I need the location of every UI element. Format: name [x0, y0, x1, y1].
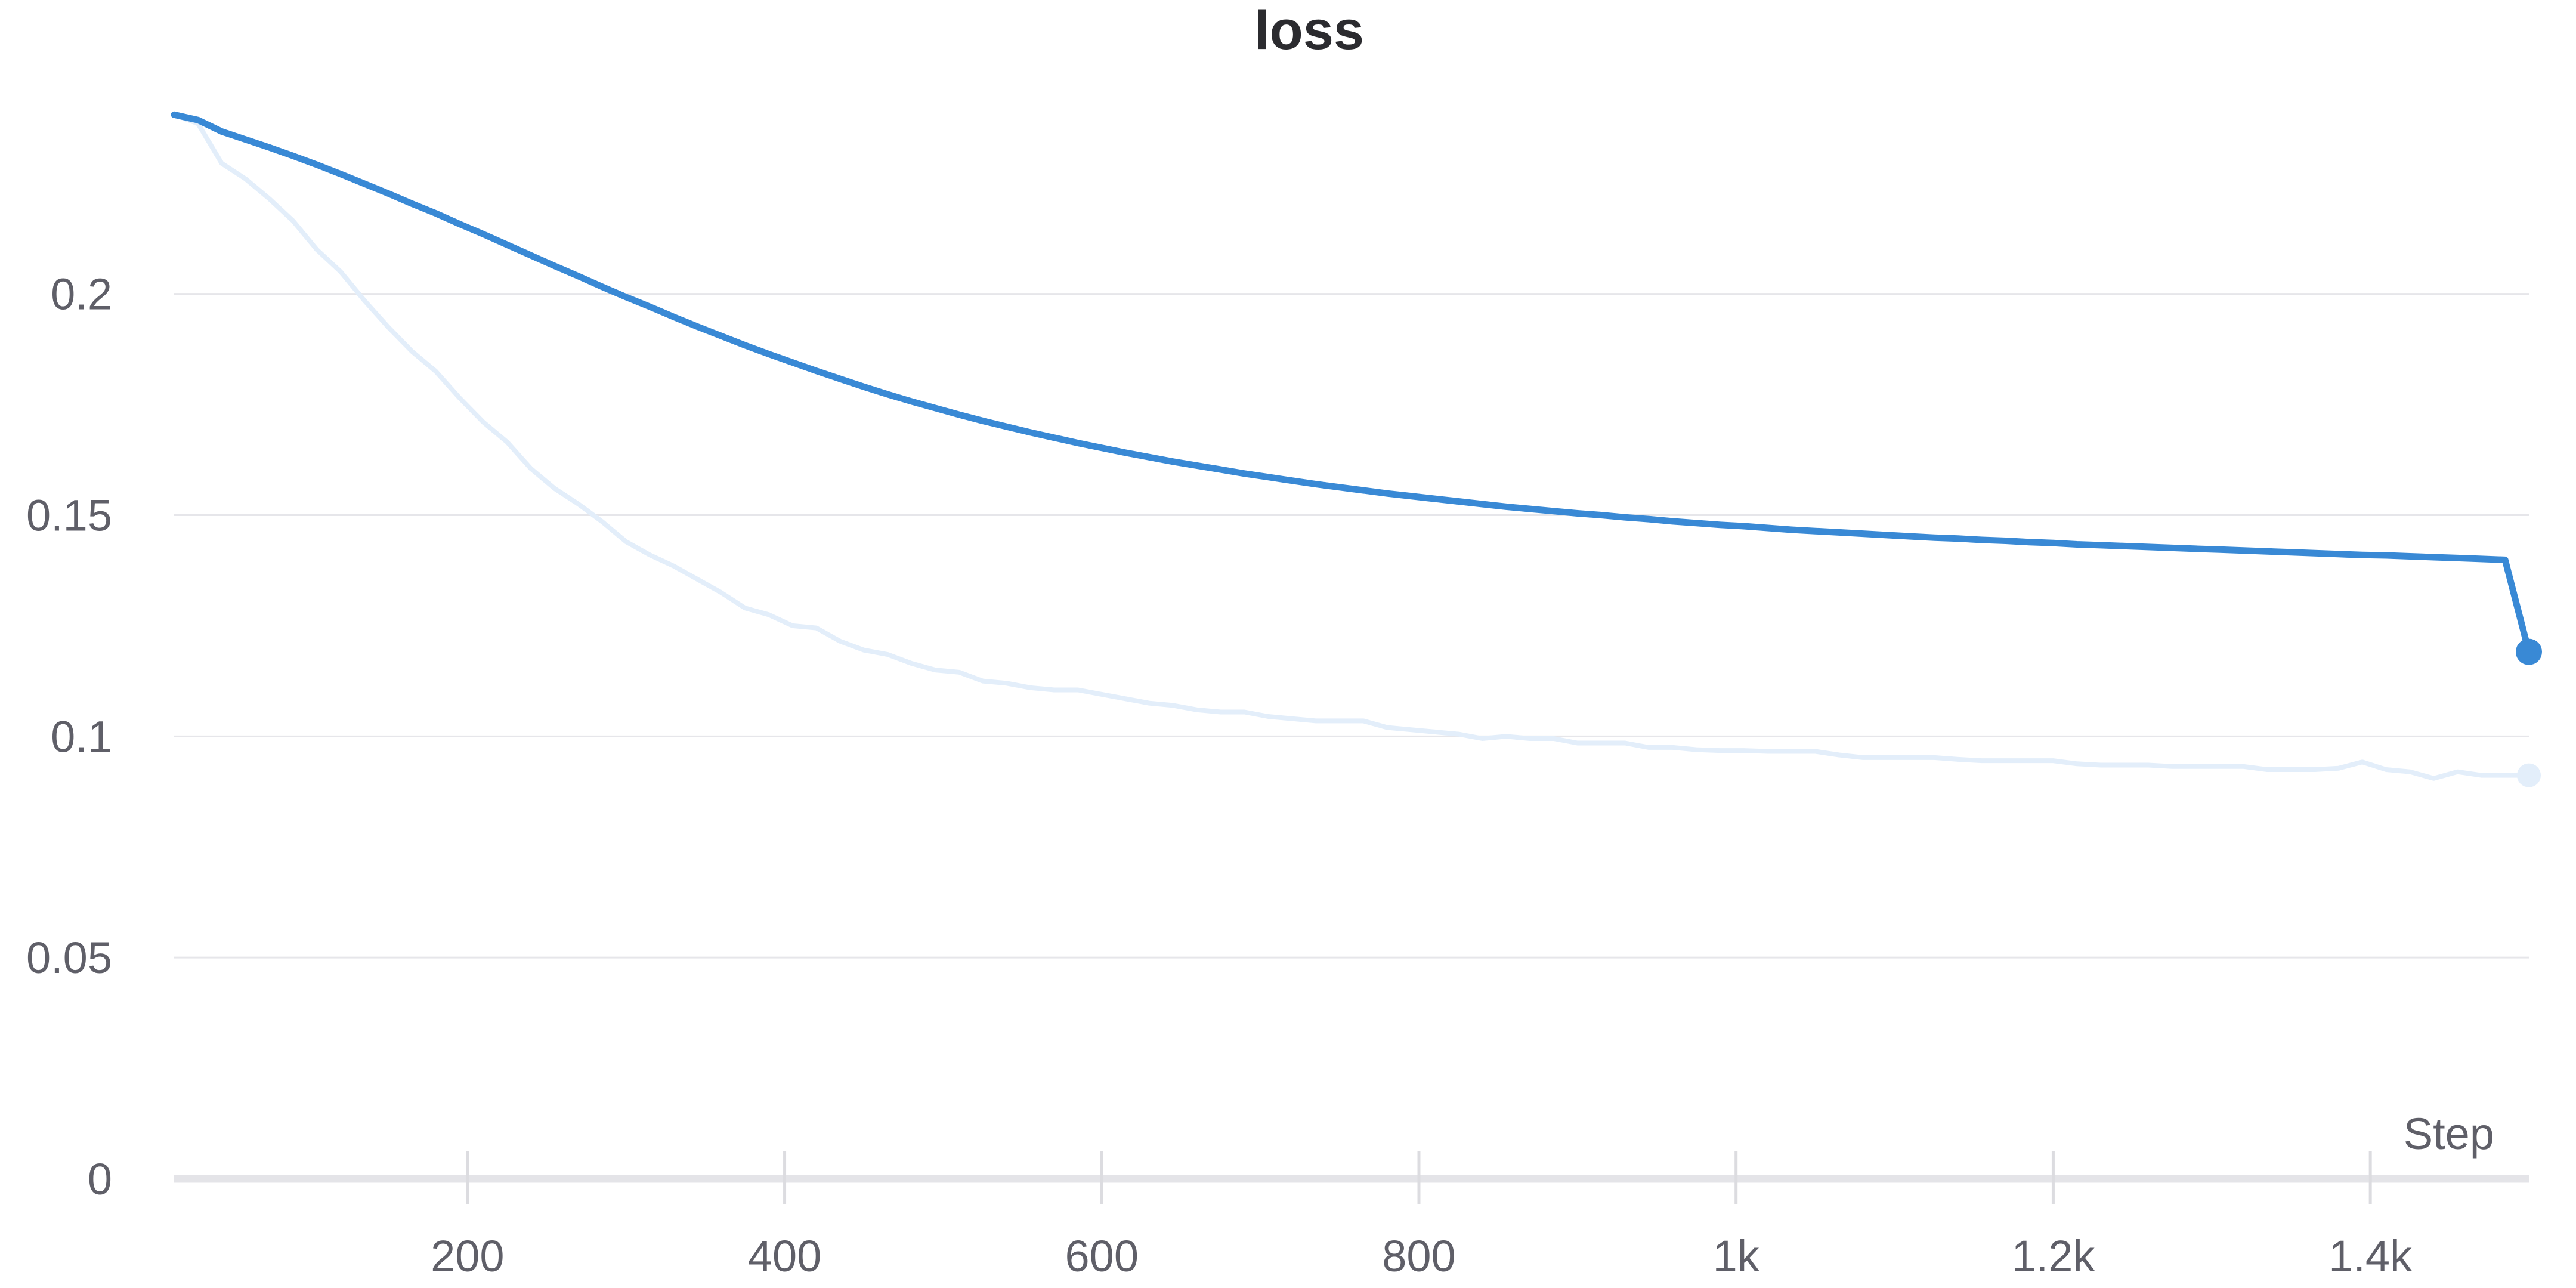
- raw-loss-end-marker: [2517, 763, 2541, 787]
- x-tick-label: 600: [1065, 1231, 1139, 1281]
- smoothed-loss-line: [171, 111, 2532, 656]
- x-tick-label: 1.2k: [2011, 1231, 2095, 1281]
- axis-layer: 0 0.05 0.1 0.15 0.2 200 400 600 800 1k 1.2k 1.4k: [26, 270, 2529, 1281]
- grid-layer: [174, 293, 2529, 959]
- y-tick-label: 0: [88, 1154, 112, 1204]
- series-layer: [171, 111, 2542, 787]
- x-tick-label: 400: [748, 1231, 821, 1281]
- y-tick-label: 0.05: [26, 933, 112, 983]
- x-axis-label: Step: [2404, 1109, 2494, 1159]
- y-tick-label: 0.1: [51, 712, 112, 761]
- y-tick-label: 0.15: [26, 491, 112, 540]
- x-tick-label: 1.4k: [2328, 1231, 2413, 1281]
- smoothed-loss-end-marker: [2516, 638, 2542, 665]
- x-tick-label: 800: [1382, 1231, 1455, 1281]
- x-tick-label: 1k: [1713, 1231, 1760, 1281]
- raw-loss-line: [172, 112, 2531, 781]
- chart-title: loss: [1254, 0, 1364, 61]
- x-tick-label: 200: [431, 1231, 504, 1281]
- y-tick-label: 0.2: [51, 270, 112, 319]
